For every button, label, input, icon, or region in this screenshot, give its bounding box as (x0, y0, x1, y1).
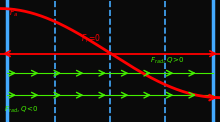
Text: $F_a$: $F_a$ (9, 6, 18, 19)
Text: $F_{rad}$, $Q\!<\!0$: $F_{rad}$, $Q\!<\!0$ (4, 105, 39, 115)
Text: $F_{rad}$, $Q\!>\!0$: $F_{rad}$, $Q\!>\!0$ (150, 56, 184, 66)
Text: $F_r\!=\!0$: $F_r\!=\!0$ (81, 33, 101, 45)
